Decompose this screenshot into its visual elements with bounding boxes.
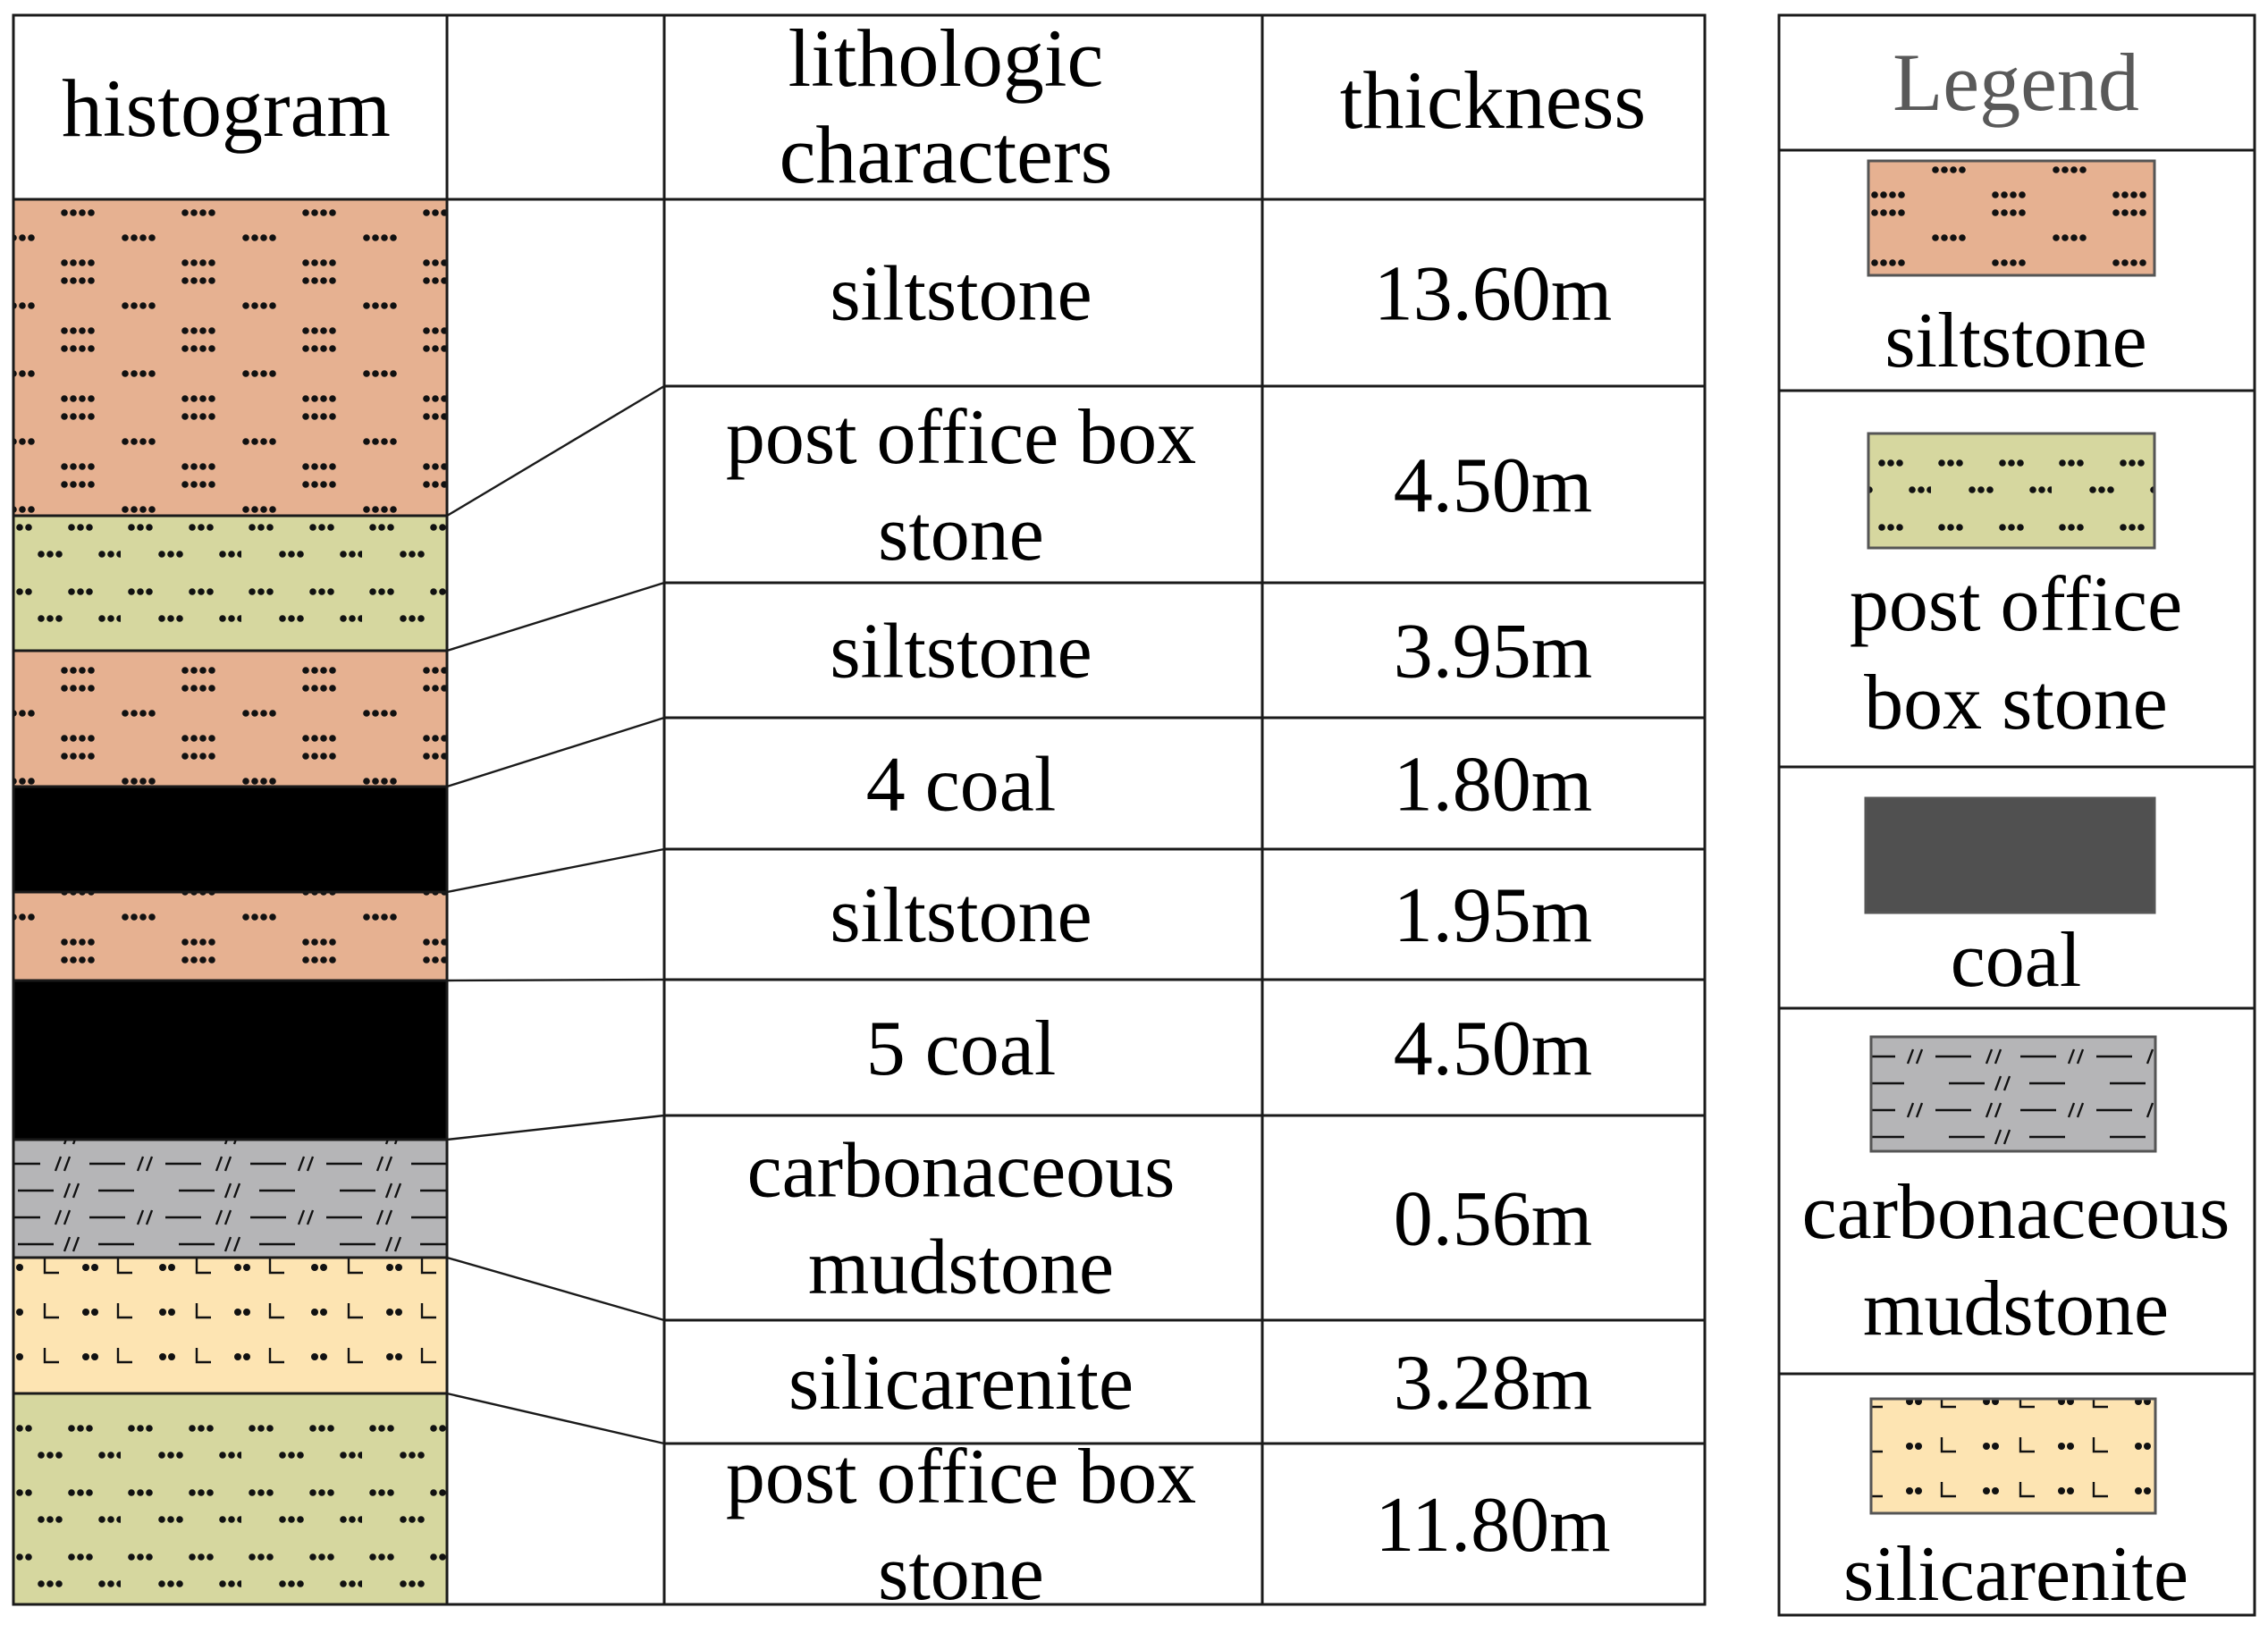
histogram-layer-siltstone bbox=[12, 890, 449, 982]
lithology-cell-text: mudstone bbox=[808, 1225, 1114, 1311]
legend-label: box stone bbox=[1864, 660, 2168, 746]
legend-label: post office bbox=[1850, 561, 2182, 648]
connector-lines bbox=[446, 384, 665, 1445]
lithology-cell-text: stone bbox=[878, 1530, 1044, 1617]
table-body: siltstone 13.60m post office box stone 4.50m… bbox=[664, 251, 1705, 1617]
legend-swatch-pobox bbox=[1867, 432, 2156, 550]
histogram-layer-siltstone bbox=[12, 198, 449, 518]
histogram-column bbox=[12, 198, 449, 1606]
thickness-cell-text: 13.60m bbox=[1374, 251, 1612, 338]
legend-label: mudstone bbox=[1863, 1266, 2169, 1352]
lithology-cell-text: siltstone bbox=[830, 251, 1092, 338]
header-histogram: histogram bbox=[62, 63, 391, 154]
legend-label: siltstone bbox=[1884, 298, 2146, 384]
legend: Legend siltstone post office box stone coal… bbox=[1777, 13, 2256, 1618]
thickness-cell-text: 4.50m bbox=[1394, 1006, 1592, 1092]
histogram-layer-coal bbox=[12, 979, 449, 1141]
legend-label: silicarenite bbox=[1843, 1531, 2188, 1618]
lithology-cell-text: silicarenite bbox=[788, 1340, 1134, 1427]
thickness-cell-text: 3.95m bbox=[1394, 609, 1592, 695]
table-header: histogram lithologic characters thicknes… bbox=[62, 13, 1646, 200]
table-grid bbox=[12, 13, 1707, 1606]
histogram-layer-post-office-box-stone bbox=[12, 1392, 449, 1606]
lithology-cell-text: carbonaceous bbox=[747, 1128, 1176, 1215]
boundary-connector bbox=[446, 716, 665, 788]
thickness-cell-text: 0.56m bbox=[1394, 1176, 1592, 1263]
legend-swatch-coal-legend bbox=[1864, 796, 2156, 914]
legend-swatch-carb bbox=[1869, 1035, 2157, 1153]
header-thickness: thickness bbox=[1340, 55, 1646, 146]
boundary-connector bbox=[446, 1114, 665, 1141]
boundary-connector bbox=[446, 1392, 665, 1445]
lithology-cell-text: post office box bbox=[726, 394, 1196, 481]
histogram-layer-coal bbox=[12, 785, 449, 894]
thickness-cell-text: 1.80m bbox=[1394, 742, 1592, 829]
legend-title: Legend bbox=[1893, 37, 2139, 128]
histogram-layer-carbonaceous-mudstone bbox=[12, 1138, 449, 1259]
thickness-cell-text: 11.80m bbox=[1375, 1482, 1610, 1569]
lithology-cell-text: siltstone bbox=[830, 609, 1092, 695]
lithology-cell-text: 5 coal bbox=[866, 1006, 1057, 1092]
legend-swatch-silic bbox=[1869, 1397, 2157, 1515]
boundary-connector bbox=[446, 581, 665, 652]
histogram-layer-silicarenite bbox=[12, 1256, 449, 1395]
histogram-layer-post-office-box-stone bbox=[12, 514, 449, 652]
lithology-cell-text: 4 coal bbox=[866, 742, 1057, 829]
boundary-connector bbox=[446, 847, 665, 894]
thickness-cell-text: 4.50m bbox=[1394, 442, 1592, 529]
legend-label: carbonaceous bbox=[1802, 1169, 2230, 1256]
lithology-cell-text: stone bbox=[878, 491, 1044, 577]
legend-swatch-siltstone bbox=[1867, 159, 2156, 277]
boundary-connector bbox=[446, 1256, 665, 1322]
lithology-cell-text: siltstone bbox=[830, 872, 1092, 959]
header-lithology-line2: characters bbox=[780, 109, 1113, 200]
boundary-connector bbox=[446, 978, 665, 982]
thickness-cell-text: 1.95m bbox=[1394, 872, 1592, 959]
boundary-connector bbox=[446, 384, 665, 518]
legend-label: coal bbox=[1951, 917, 2082, 1004]
thickness-cell-text: 3.28m bbox=[1394, 1340, 1592, 1427]
lithology-cell-text: post office box bbox=[726, 1434, 1196, 1520]
histogram-layer-siltstone bbox=[12, 649, 449, 788]
header-lithology-line1: lithologic bbox=[788, 13, 1104, 104]
